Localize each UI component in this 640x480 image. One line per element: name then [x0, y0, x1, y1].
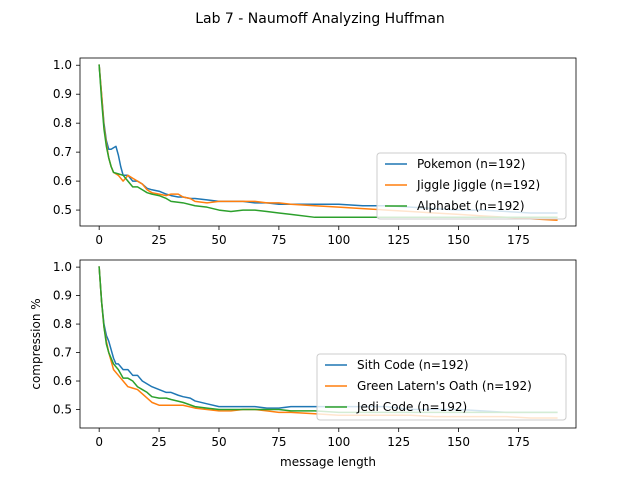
axes-frame [79, 259, 577, 429]
legend: Sith Code (n=192) Green Latern's Oath (n=… [316, 353, 567, 421]
y-tick-label: 0.5 [53, 203, 72, 217]
y-tick-label: 0.6 [53, 374, 72, 388]
y-axis-label: compression % [29, 298, 43, 389]
y-tick-label: 0.9 [53, 87, 72, 101]
x-tick-label: 50 [211, 233, 226, 247]
y-tick-label: 0.7 [53, 145, 72, 159]
legend-label: Jiggle Jiggle (n=192) [416, 178, 540, 192]
x-tick-label: 75 [271, 435, 286, 449]
x-tick-label: 175 [507, 233, 530, 247]
x-axis-label: message length [280, 455, 376, 469]
legend: Pokemon (n=192) Jiggle Jiggle (n=192) Alph… [376, 152, 567, 220]
x-tick-label: 150 [447, 233, 470, 247]
y-tick-label: 0.7 [53, 346, 72, 360]
bottom-subplot: 0 25 50 75 100 125 150 175 0.5 0.6 0.7 0.8 0.9 1.0 mes… [29, 259, 577, 469]
x-tick-label: 100 [327, 435, 350, 449]
legend-label: Pokemon (n=192) [417, 157, 525, 171]
x-tick-label: 0 [95, 435, 103, 449]
y-tick-label: 0.5 [53, 402, 72, 416]
figure-title: Lab 7 - Naumoff Analyzing Huffman [195, 11, 445, 27]
x-tick-label: 0 [95, 233, 103, 247]
legend-label: Alphabet (n=192) [417, 199, 525, 213]
axes-frame [79, 57, 577, 227]
x-tick-label: 175 [507, 435, 530, 449]
legend-box [376, 152, 567, 220]
y-tick-label: 1.0 [53, 260, 72, 274]
x-tick-label: 100 [327, 233, 350, 247]
y-tick-label: 0.8 [53, 317, 72, 331]
x-tick-label: 150 [447, 435, 470, 449]
x-tick-label: 125 [387, 435, 410, 449]
x-tick-label: 75 [271, 233, 286, 247]
top-subplot: 0 25 50 75 100 125 150 175 0.5 0.6 0.7 0.8 0.9 1.0 Pok… [53, 57, 577, 247]
x-tick-label: 25 [151, 233, 166, 247]
x-tick-label: 25 [151, 435, 166, 449]
legend-label: Sith Code (n=192) [357, 358, 469, 372]
y-tick-label: 0.6 [53, 174, 72, 188]
legend-box [316, 353, 567, 421]
y-tick-label: 0.8 [53, 116, 72, 130]
legend-label: Jedi Code (n=192) [356, 400, 467, 414]
y-tick-label: 1.0 [53, 58, 72, 72]
x-tick-label: 125 [387, 233, 410, 247]
y-tick-label: 0.9 [53, 289, 72, 303]
x-tick-label: 50 [211, 435, 226, 449]
legend-label: Green Latern's Oath (n=192) [357, 379, 532, 393]
